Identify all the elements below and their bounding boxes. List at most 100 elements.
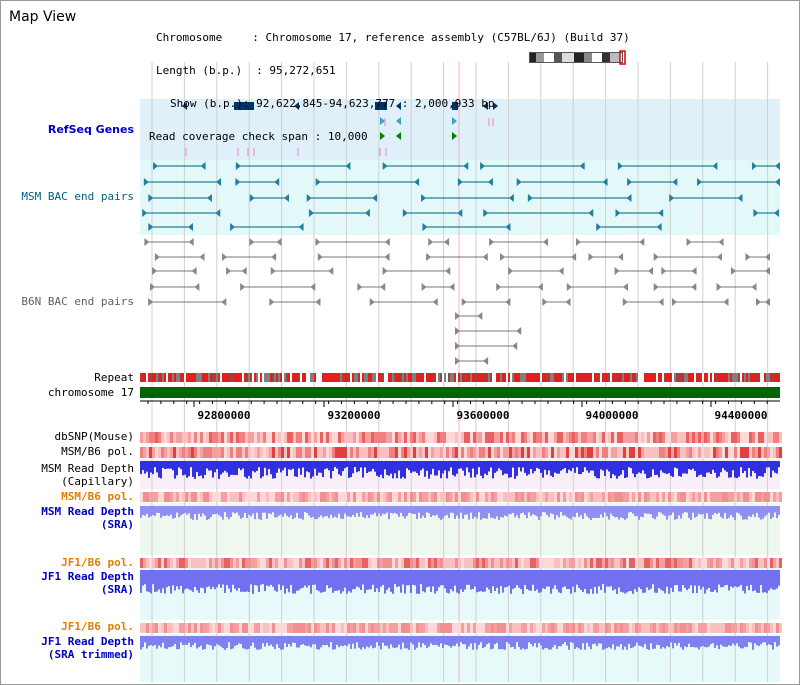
jf1-b6-pol-2-strip bbox=[647, 623, 650, 633]
msm-depth-cap-bar bbox=[422, 461, 424, 469]
jf1-depth-bar bbox=[184, 570, 186, 590]
jf1-depth-bar bbox=[198, 570, 200, 593]
jf1-b6-pol-strip bbox=[650, 558, 653, 568]
repeat-segment bbox=[422, 373, 424, 382]
msm-depth-sra-bar bbox=[188, 506, 190, 514]
feature-arrow bbox=[463, 162, 469, 170]
jf1-b6-pol-2-strip bbox=[176, 623, 179, 633]
jf1-b6-pol-2-strip bbox=[380, 623, 383, 633]
jf1-b6-pol-strip bbox=[293, 558, 296, 568]
jf1-b6-pol-2-strip bbox=[230, 623, 233, 633]
repeat-segment bbox=[562, 373, 564, 382]
dbsnp-strip bbox=[710, 432, 713, 443]
jf1-depth-trim-bar bbox=[178, 636, 180, 650]
msm-depth-cap-bar bbox=[544, 461, 546, 470]
feature-arrow bbox=[617, 162, 623, 170]
msm-depth-cap-bar bbox=[620, 461, 622, 475]
feature-arrow bbox=[755, 298, 761, 306]
msm-depth-sra-bar bbox=[220, 506, 222, 517]
repeat-segment bbox=[302, 373, 304, 382]
jf1-depth-bar bbox=[494, 570, 496, 592]
msm-depth-cap-bar bbox=[462, 461, 464, 471]
msm-b6-pol-strip bbox=[197, 447, 200, 458]
jf1-depth-bar bbox=[250, 570, 252, 585]
jf1-b6-pol-strip bbox=[707, 558, 710, 568]
jf1-b6-pol-strip bbox=[494, 558, 497, 568]
jf1-b6-pol-strip bbox=[692, 558, 695, 568]
jf1-b6-pol-strip bbox=[539, 558, 542, 568]
repeat-segment bbox=[516, 373, 518, 382]
jf1-b6-pol-2-strip bbox=[236, 623, 239, 633]
jf1-depth-trim-bar bbox=[156, 636, 158, 649]
jf1-depth-trim-bar bbox=[170, 636, 172, 647]
dbsnp-strip bbox=[293, 432, 296, 443]
refseq-genes-label[interactable]: RefSeq Genes bbox=[47, 123, 134, 136]
jf1-depth-trim-bar bbox=[540, 636, 542, 646]
jf1-depth-bar bbox=[696, 570, 698, 594]
feature-arrow bbox=[380, 283, 386, 291]
jf1-depth-bar bbox=[222, 570, 224, 585]
msm-b6-pol-2-strip bbox=[431, 492, 434, 502]
msm-depth-sra-bar bbox=[250, 506, 252, 517]
jf1-b6-pol-2-strip bbox=[377, 623, 380, 633]
jf1-depth-bar bbox=[348, 570, 350, 592]
jf1-depth-bar bbox=[202, 570, 204, 589]
jf1-depth-trim-bar bbox=[648, 636, 650, 650]
msm-depth-cap-bar bbox=[736, 461, 738, 479]
msm-depth-cap-bar bbox=[188, 461, 190, 477]
msm-b6-pol-strip bbox=[530, 447, 533, 458]
msm-b6-pol-strip bbox=[140, 447, 143, 458]
show-row: Show (b.p.): 92,622,845-94,623,777 : 2,0… bbox=[170, 97, 495, 110]
msm-b6-pol-strip bbox=[188, 447, 191, 458]
msm-depth-sra-bar bbox=[632, 506, 634, 514]
msm-b6-pol-strip bbox=[593, 447, 596, 458]
jf1-b6-pol-2-strip bbox=[446, 623, 449, 633]
jf1-b6-pol-strip bbox=[608, 558, 611, 568]
msm-depth-sra-bar bbox=[232, 506, 234, 513]
msm-depth-sra-bar bbox=[776, 506, 778, 519]
msm-depth-sra-bar bbox=[248, 506, 250, 515]
msm-b6-pol-strip bbox=[347, 447, 350, 458]
msm-depth-cap-bar bbox=[226, 461, 228, 473]
msm-depth-sra-bar bbox=[726, 506, 728, 519]
jf1-b6-pol-strip bbox=[206, 558, 209, 568]
b6n-bac-label[interactable]: B6N BAC end pairs bbox=[21, 295, 134, 308]
msm-b6-pol-strip bbox=[713, 447, 716, 458]
msm-depth-cap-bar bbox=[388, 461, 390, 476]
msm-depth-sra-bar bbox=[626, 506, 628, 519]
msm-depth-cap-bar bbox=[576, 461, 578, 468]
jf1-depth-bar bbox=[764, 570, 766, 593]
msm-depth-sra-bar bbox=[262, 506, 264, 513]
msm-depth-cap-bar bbox=[164, 461, 166, 470]
msm-depth-sra-bar bbox=[556, 506, 558, 516]
jf1-b6-pol-strip bbox=[512, 558, 515, 568]
repeat-segment bbox=[192, 373, 194, 382]
msm-depth-cap-bar bbox=[708, 461, 710, 473]
repeat-segment bbox=[502, 373, 504, 382]
dbsnp-strip bbox=[731, 432, 734, 443]
jf1-b6-pol-strip bbox=[701, 558, 704, 568]
feature-arrow bbox=[206, 194, 212, 202]
feature-arrow bbox=[639, 238, 645, 246]
msm-depth-cap-bar bbox=[234, 461, 236, 476]
msm-b6-pol-strip bbox=[476, 447, 479, 458]
msm-bac-label[interactable]: MSM BAC end pairs bbox=[21, 190, 134, 203]
jf1-depth-bar bbox=[356, 570, 358, 587]
msm-depth-cap-bar bbox=[186, 461, 188, 478]
dbsnp-strip bbox=[566, 432, 569, 443]
jf1-b6-pol-2-strip bbox=[401, 623, 404, 633]
jf1-depth-bar bbox=[776, 570, 778, 589]
repeat-segment bbox=[360, 373, 362, 382]
jf1-depth-trim-bar bbox=[426, 636, 428, 648]
jf1-depth-trim-bar bbox=[404, 636, 406, 649]
msm-depth-sra-bar bbox=[440, 506, 442, 520]
msm-b6-pol-strip bbox=[233, 447, 236, 458]
msm-b6-pol-strip bbox=[152, 447, 155, 458]
repeat-segment bbox=[150, 373, 152, 382]
msm-depth-sra-bar bbox=[596, 506, 598, 518]
msm-depth-sra-bar bbox=[512, 506, 514, 513]
jf1-depth-bar bbox=[312, 570, 314, 585]
repeat-segment bbox=[464, 373, 466, 382]
jf1-depth-trim-bar bbox=[198, 636, 200, 648]
